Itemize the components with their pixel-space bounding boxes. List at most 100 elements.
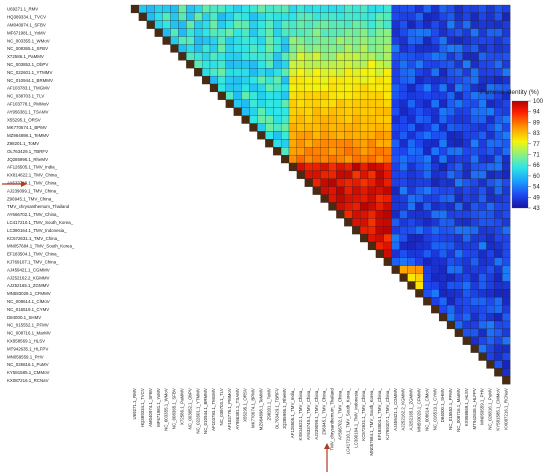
heatmap-cell (344, 147, 353, 156)
heatmap-cell (296, 131, 305, 140)
heatmap-cell (399, 257, 408, 266)
heatmap-cell (478, 154, 487, 164)
heatmap-cell (486, 186, 495, 195)
heatmap-cell (375, 99, 384, 108)
heatmap-cell (415, 210, 424, 219)
heatmap-cell (431, 75, 440, 85)
heatmap-cell (399, 186, 408, 195)
heatmap-cell (328, 20, 337, 29)
column-label: MT942635.1_HLFPV (472, 388, 477, 429)
heatmap-cell (407, 241, 416, 251)
heatmap-cell (336, 123, 345, 132)
heatmap-cell (407, 123, 416, 132)
heatmap-cell (359, 99, 369, 108)
heatmap-cell (328, 83, 337, 93)
heatmap-cell (478, 305, 487, 314)
heatmap-cell (186, 28, 195, 37)
heatmap-cell (280, 139, 290, 148)
heatmap-cell (454, 91, 463, 100)
heatmap-cell (170, 20, 179, 29)
heatmap-cell (233, 28, 242, 37)
heatmap-cell (415, 83, 424, 93)
heatmap-cell (352, 194, 361, 203)
heatmap-cell (233, 83, 242, 93)
heatmap-cell (336, 139, 345, 148)
heatmap-cell (462, 139, 471, 148)
heatmap-cell (201, 20, 211, 29)
heatmap-cell (478, 36, 487, 45)
heatmap-cell (178, 12, 187, 21)
heatmap-cell (470, 202, 479, 211)
heatmap-cell (502, 12, 511, 21)
heatmap-cell (486, 170, 495, 179)
heatmap-cell (494, 336, 503, 345)
heatmap-cell (367, 36, 377, 45)
heatmap-cell (502, 131, 511, 140)
heatmap-cell (423, 75, 432, 85)
heatmap-cell (486, 360, 495, 369)
heatmap-cell (407, 162, 416, 172)
heatmap-cell (320, 52, 329, 61)
heatmap-cell (486, 336, 495, 345)
heatmap-cell (438, 91, 448, 100)
heatmap-cell (431, 289, 440, 298)
heatmap-cell (399, 36, 408, 45)
heatmap-cell (367, 60, 377, 69)
heatmap-cell (359, 233, 369, 243)
heatmap-cell (502, 115, 511, 124)
heatmap-cell (407, 44, 416, 53)
heatmap-cell (431, 154, 440, 164)
heatmap-cell (257, 44, 266, 53)
heatmap-cell (399, 123, 408, 132)
heatmap-cell (312, 186, 321, 195)
heatmap-cell (241, 91, 250, 100)
heatmap-cell (462, 233, 471, 243)
heatmap-cell (446, 273, 456, 282)
heatmap-cell (352, 52, 361, 61)
heatmap-cell (209, 75, 219, 85)
heatmap-cell (359, 12, 369, 21)
heatmap-cell (288, 115, 298, 124)
heatmap-cell (502, 257, 511, 266)
heatmap-cell (194, 28, 203, 37)
row-label: MF671981.1_YoMV (7, 30, 46, 35)
heatmap-cell (486, 147, 495, 156)
heatmap-cell (470, 194, 479, 203)
heatmap-cell (407, 52, 416, 61)
heatmap-cell (375, 147, 384, 156)
heatmap-cell (431, 305, 440, 314)
row-label: NC_008614.1_ClMoV (7, 299, 50, 304)
heatmap-cell (280, 123, 290, 132)
heatmap-cell (296, 170, 305, 179)
heatmap-cell (336, 99, 345, 108)
heatmap-cell (367, 99, 377, 108)
heatmap-cell (359, 202, 369, 211)
heatmap-cell (352, 186, 361, 195)
heatmap-cell (502, 154, 511, 164)
heatmap-cell (375, 83, 384, 93)
heatmap-cell (438, 107, 448, 116)
heatmap-cell (415, 36, 424, 45)
row-label: AF103778.1_PMMoV (7, 101, 49, 106)
heatmap-cell (431, 241, 440, 251)
heatmap-cell (280, 147, 290, 156)
heatmap-cell (296, 123, 305, 132)
heatmap-cell (328, 68, 337, 77)
heatmap-cell (462, 68, 471, 77)
heatmap-cell (320, 4, 329, 14)
heatmap-cell (194, 44, 203, 53)
heatmap-cell (178, 4, 187, 14)
heatmap-cell (502, 376, 511, 385)
heatmap-cell (375, 36, 384, 45)
heatmap-cell (446, 44, 456, 53)
heatmap-cell (288, 4, 298, 14)
heatmap-cell (328, 186, 337, 195)
heatmap-cell (273, 115, 282, 124)
heatmap-cell (462, 202, 471, 211)
row-label: LC390164.1_TMV_Indonesia_ (7, 228, 67, 233)
heatmap-cell (423, 210, 432, 219)
heatmap-cell (209, 36, 219, 45)
heatmap-cell (446, 312, 456, 322)
heatmap-cell (423, 289, 432, 298)
heatmap-cell (454, 75, 463, 85)
